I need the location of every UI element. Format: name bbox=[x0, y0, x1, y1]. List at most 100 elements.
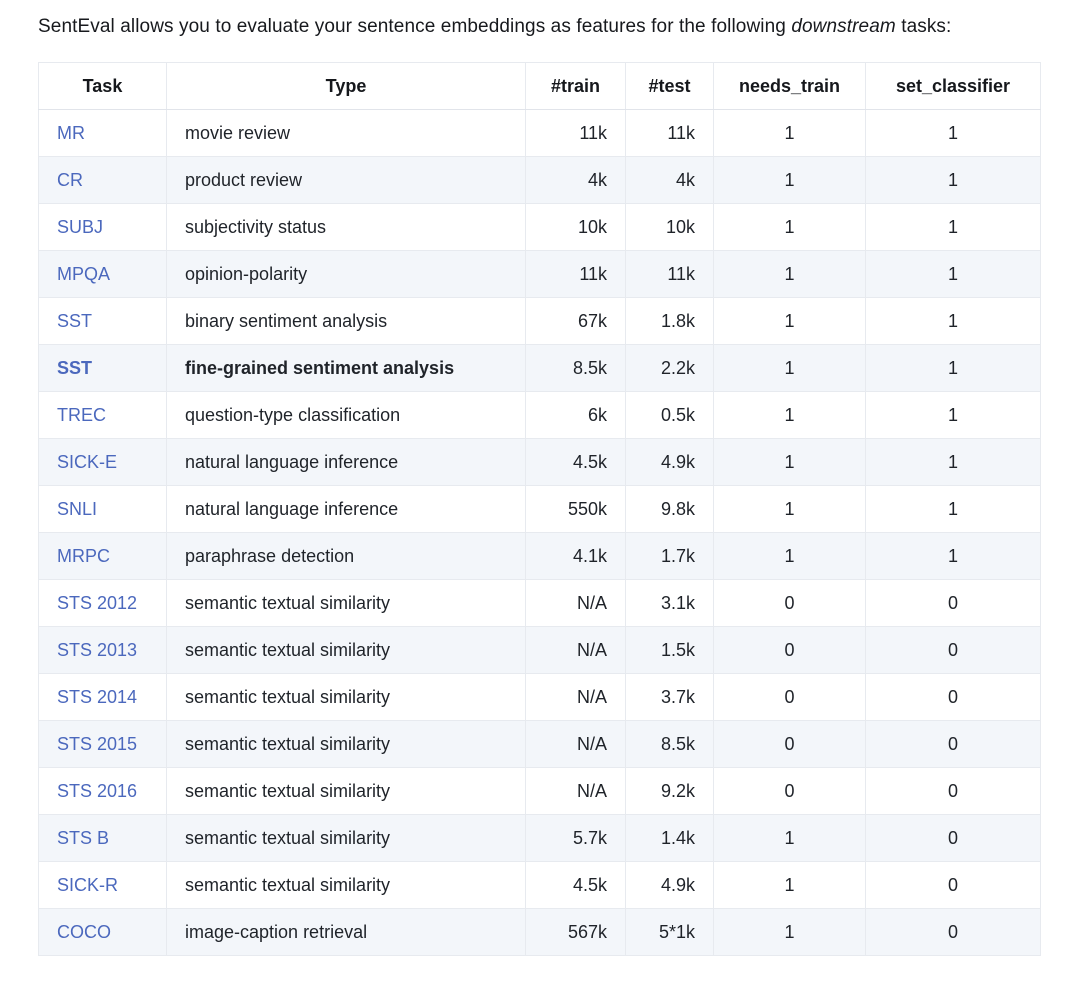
task-type-cell: semantic textual similarity bbox=[166, 814, 526, 862]
test-count-cell: 11k bbox=[625, 250, 714, 298]
task-link[interactable]: MR bbox=[57, 122, 85, 143]
needs-train-cell: 1 bbox=[713, 908, 866, 956]
task-cell: TREC bbox=[38, 391, 167, 439]
test-count-cell: 1.5k bbox=[625, 626, 714, 674]
needs-train-cell: 0 bbox=[713, 579, 866, 627]
task-link[interactable]: STS 2014 bbox=[57, 686, 138, 707]
column-header-type: Type bbox=[166, 62, 526, 110]
needs-train-cell: 1 bbox=[713, 438, 866, 486]
task-type-cell: natural language inference bbox=[166, 438, 526, 486]
train-count-cell: 11k bbox=[525, 250, 626, 298]
table-row: STS 2013 semantic textual similarity N/A… bbox=[38, 626, 1041, 674]
test-count-cell: 0.5k bbox=[625, 391, 714, 439]
column-header-train: #train bbox=[525, 62, 626, 110]
table-row: SICK-R semantic textual similarity 4.5k … bbox=[38, 861, 1041, 909]
needs-train-cell: 0 bbox=[713, 626, 866, 674]
task-type-cell: binary sentiment analysis bbox=[166, 297, 526, 345]
table-row: TREC question-type classification 6k 0.5… bbox=[38, 391, 1041, 439]
task-cell: STS 2016 bbox=[38, 767, 167, 815]
task-link[interactable]: STS 2016 bbox=[57, 780, 138, 801]
task-link[interactable]: SICK-R bbox=[57, 874, 119, 895]
task-link[interactable]: SNLI bbox=[57, 498, 98, 519]
task-type-cell: paraphrase detection bbox=[166, 532, 526, 580]
intro-text-italic: downstream bbox=[791, 16, 896, 37]
task-cell: MR bbox=[38, 109, 167, 157]
task-cell: STS 2012 bbox=[38, 579, 167, 627]
test-count-cell: 1.7k bbox=[625, 532, 714, 580]
set-classifier-cell: 0 bbox=[865, 908, 1041, 956]
set-classifier-cell: 1 bbox=[865, 109, 1041, 157]
table-row: MPQA opinion-polarity 11k 11k 1 1 bbox=[38, 250, 1041, 298]
test-count-cell: 4k bbox=[625, 156, 714, 204]
task-type-cell: semantic textual similarity bbox=[166, 579, 526, 627]
task-cell: COCO bbox=[38, 908, 167, 956]
test-count-cell: 1.4k bbox=[625, 814, 714, 862]
needs-train-cell: 0 bbox=[713, 767, 866, 815]
task-type-cell: question-type classification bbox=[166, 391, 526, 439]
task-cell: CR bbox=[38, 156, 167, 204]
task-link[interactable]: SST bbox=[57, 310, 93, 331]
task-link[interactable]: STS 2015 bbox=[57, 733, 138, 754]
task-cell: SICK-E bbox=[38, 438, 167, 486]
table-row: CR product review 4k 4k 1 1 bbox=[38, 156, 1041, 204]
task-type-cell: semantic textual similarity bbox=[166, 767, 526, 815]
table-row: SUBJ subjectivity status 10k 10k 1 1 bbox=[38, 203, 1041, 251]
task-link[interactable]: SUBJ bbox=[57, 216, 104, 237]
needs-train-cell: 1 bbox=[713, 156, 866, 204]
table-row: SST fine-grained sentiment analysis 8.5k… bbox=[38, 344, 1041, 392]
set-classifier-cell: 1 bbox=[865, 438, 1041, 486]
task-link[interactable]: STS B bbox=[57, 827, 110, 848]
column-header-needs-train: needs_train bbox=[713, 62, 866, 110]
table-row: STS 2015 semantic textual similarity N/A… bbox=[38, 720, 1041, 768]
table-row: MRPC paraphrase detection 4.1k 1.7k 1 1 bbox=[38, 532, 1041, 580]
test-count-cell: 3.1k bbox=[625, 579, 714, 627]
train-count-cell: 4.5k bbox=[525, 438, 626, 486]
column-header-task: Task bbox=[38, 62, 167, 110]
task-cell: SST bbox=[38, 344, 167, 392]
task-link[interactable]: TREC bbox=[57, 404, 106, 425]
test-count-cell: 5*1k bbox=[625, 908, 714, 956]
task-type-cell: semantic textual similarity bbox=[166, 673, 526, 721]
task-cell: SST bbox=[38, 297, 167, 345]
task-type-cell: product review bbox=[166, 156, 526, 204]
task-link[interactable]: SICK-E bbox=[57, 451, 118, 472]
train-count-cell: 6k bbox=[525, 391, 626, 439]
train-count-cell: 4.1k bbox=[525, 532, 626, 580]
test-count-cell: 4.9k bbox=[625, 438, 714, 486]
train-count-cell: N/A bbox=[525, 579, 626, 627]
task-cell: STS 2015 bbox=[38, 720, 167, 768]
task-link[interactable]: CR bbox=[57, 169, 83, 190]
task-link[interactable]: SST bbox=[57, 357, 93, 378]
task-type-cell: fine-grained sentiment analysis bbox=[166, 344, 526, 392]
set-classifier-cell: 0 bbox=[865, 861, 1041, 909]
task-link[interactable]: MPQA bbox=[57, 263, 111, 284]
task-type-cell: semantic textual similarity bbox=[166, 861, 526, 909]
set-classifier-cell: 0 bbox=[865, 767, 1041, 815]
train-count-cell: 10k bbox=[525, 203, 626, 251]
needs-train-cell: 1 bbox=[713, 203, 866, 251]
test-count-cell: 9.2k bbox=[625, 767, 714, 815]
task-type-cell: semantic textual similarity bbox=[166, 720, 526, 768]
task-link[interactable]: COCO bbox=[57, 921, 111, 942]
train-count-cell: 8.5k bbox=[525, 344, 626, 392]
train-count-cell: N/A bbox=[525, 767, 626, 815]
table-row: SICK-E natural language inference 4.5k 4… bbox=[38, 438, 1041, 486]
task-cell: SNLI bbox=[38, 485, 167, 533]
task-type-cell: subjectivity status bbox=[166, 203, 526, 251]
task-link[interactable]: STS 2013 bbox=[57, 639, 138, 660]
needs-train-cell: 0 bbox=[713, 673, 866, 721]
intro-text: SentEval allows you to evaluate your sen… bbox=[38, 14, 1045, 39]
set-classifier-cell: 1 bbox=[865, 532, 1041, 580]
task-link[interactable]: STS 2012 bbox=[57, 592, 138, 613]
set-classifier-cell: 0 bbox=[865, 579, 1041, 627]
intro-text-after: tasks: bbox=[895, 16, 952, 37]
test-count-cell: 11k bbox=[625, 109, 714, 157]
test-count-cell: 10k bbox=[625, 203, 714, 251]
task-link[interactable]: MRPC bbox=[57, 545, 110, 566]
task-type-cell: semantic textual similarity bbox=[166, 626, 526, 674]
train-count-cell: 4.5k bbox=[525, 861, 626, 909]
needs-train-cell: 1 bbox=[713, 391, 866, 439]
train-count-cell: 567k bbox=[525, 908, 626, 956]
set-classifier-cell: 1 bbox=[865, 391, 1041, 439]
table-row: STS 2012 semantic textual similarity N/A… bbox=[38, 579, 1041, 627]
